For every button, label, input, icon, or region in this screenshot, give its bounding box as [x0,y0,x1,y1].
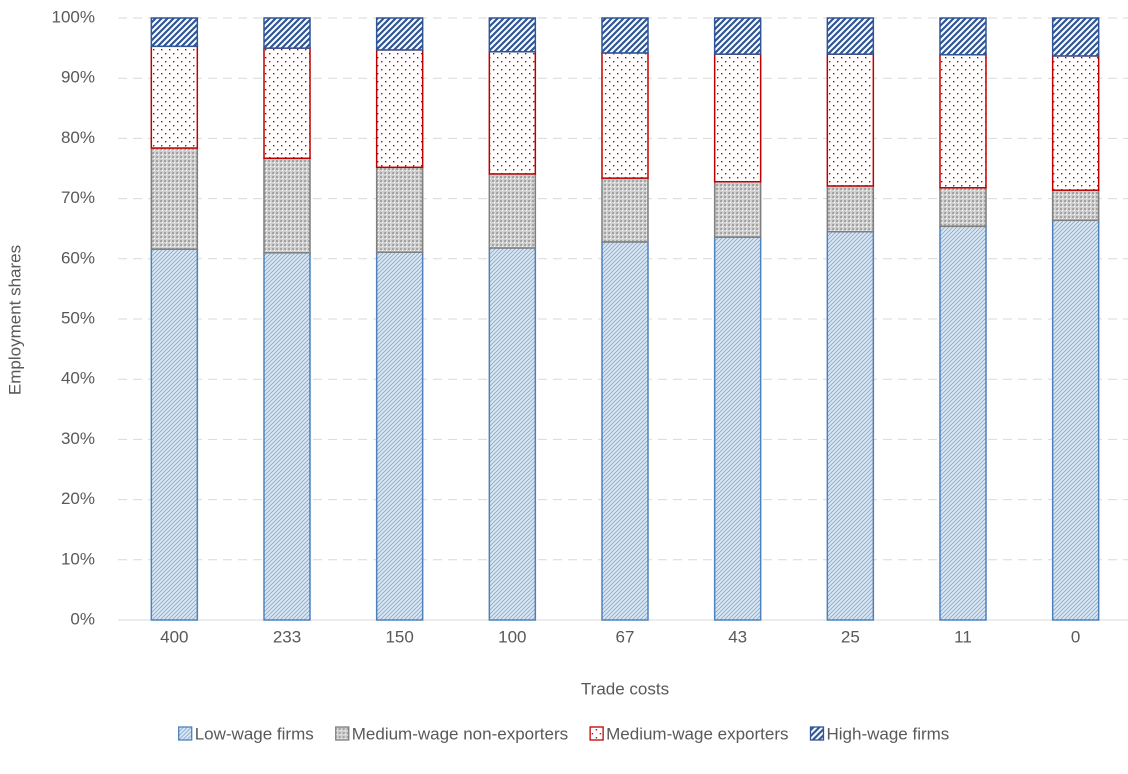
x-tick-label: 43 [728,627,747,646]
bar-segment [150,248,199,621]
bar-segment [1051,189,1100,222]
bar-segment [375,251,424,621]
y-tick-label: 40% [61,369,95,388]
bar-segment [1051,219,1100,621]
x-tick-label: 11 [954,627,972,646]
y-tick-label: 80% [61,128,95,147]
bar-segment [375,166,424,253]
y-axis-title: Employment shares [5,245,24,395]
legend-swatch [178,726,193,741]
x-tick-label: 67 [616,627,635,646]
legend-swatch [335,726,350,741]
bar-segment [826,185,875,233]
bar-segment [263,17,311,49]
x-tick-label: 150 [385,627,413,646]
y-tick-label: 20% [61,489,95,508]
bar-segment [939,53,987,189]
x-tick-label: 25 [841,627,860,646]
y-tick-label: 0% [70,609,95,628]
y-tick-label: 10% [61,549,95,568]
legend: Low-wage firms Medium-wage non-exporters M… [178,724,949,743]
bar-segment [488,173,537,249]
bar-segment [263,252,311,621]
bar-segment [713,236,762,621]
bar-segment [601,52,649,179]
legend-label: Medium-wage exporters [606,724,788,743]
bar-segment [263,47,311,160]
bar-segment [488,17,537,53]
legend-label: High-wage firms [826,724,949,743]
y-tick-label: 70% [61,188,95,207]
y-tick-label: 30% [61,429,95,448]
legend-label: Medium-wage non-exporters [352,724,568,743]
bar-segment [601,177,649,243]
y-tick-label: 90% [61,68,95,87]
bar-segment [488,50,537,175]
bar-segment [488,247,537,621]
bar-segment [1051,55,1100,191]
bar-segment [826,17,875,55]
bar-segment [601,17,649,54]
x-tick-label: 0 [1071,627,1080,646]
y-tick-label: 60% [61,248,95,267]
bar-segment [150,147,199,250]
x-tick-label: 233 [273,627,301,646]
x-tick-label: 100 [498,627,526,646]
bar-segment [713,180,762,238]
bar-segment [939,187,987,228]
bar-segment [375,17,424,51]
legend-swatch [589,726,604,741]
bar-segment [601,241,649,621]
y-tick-label: 50% [61,308,95,327]
bar-segment [939,225,987,621]
x-tick-label: 400 [160,627,188,646]
bar-segment [150,17,199,48]
bar-segment [263,157,311,254]
bar-segment [713,53,762,183]
y-tick-label: 100% [52,7,95,26]
x-axis-title: Trade costs [581,679,669,698]
legend-swatch [809,726,825,741]
bar-segment [826,230,875,621]
bar-segment [713,17,762,55]
bar-segment [826,53,875,187]
bar-segment [939,17,987,56]
bar-segment [150,45,199,149]
bar-segment [1051,17,1100,57]
bar-segment [375,49,424,169]
legend-label: Low-wage firms [195,724,314,743]
